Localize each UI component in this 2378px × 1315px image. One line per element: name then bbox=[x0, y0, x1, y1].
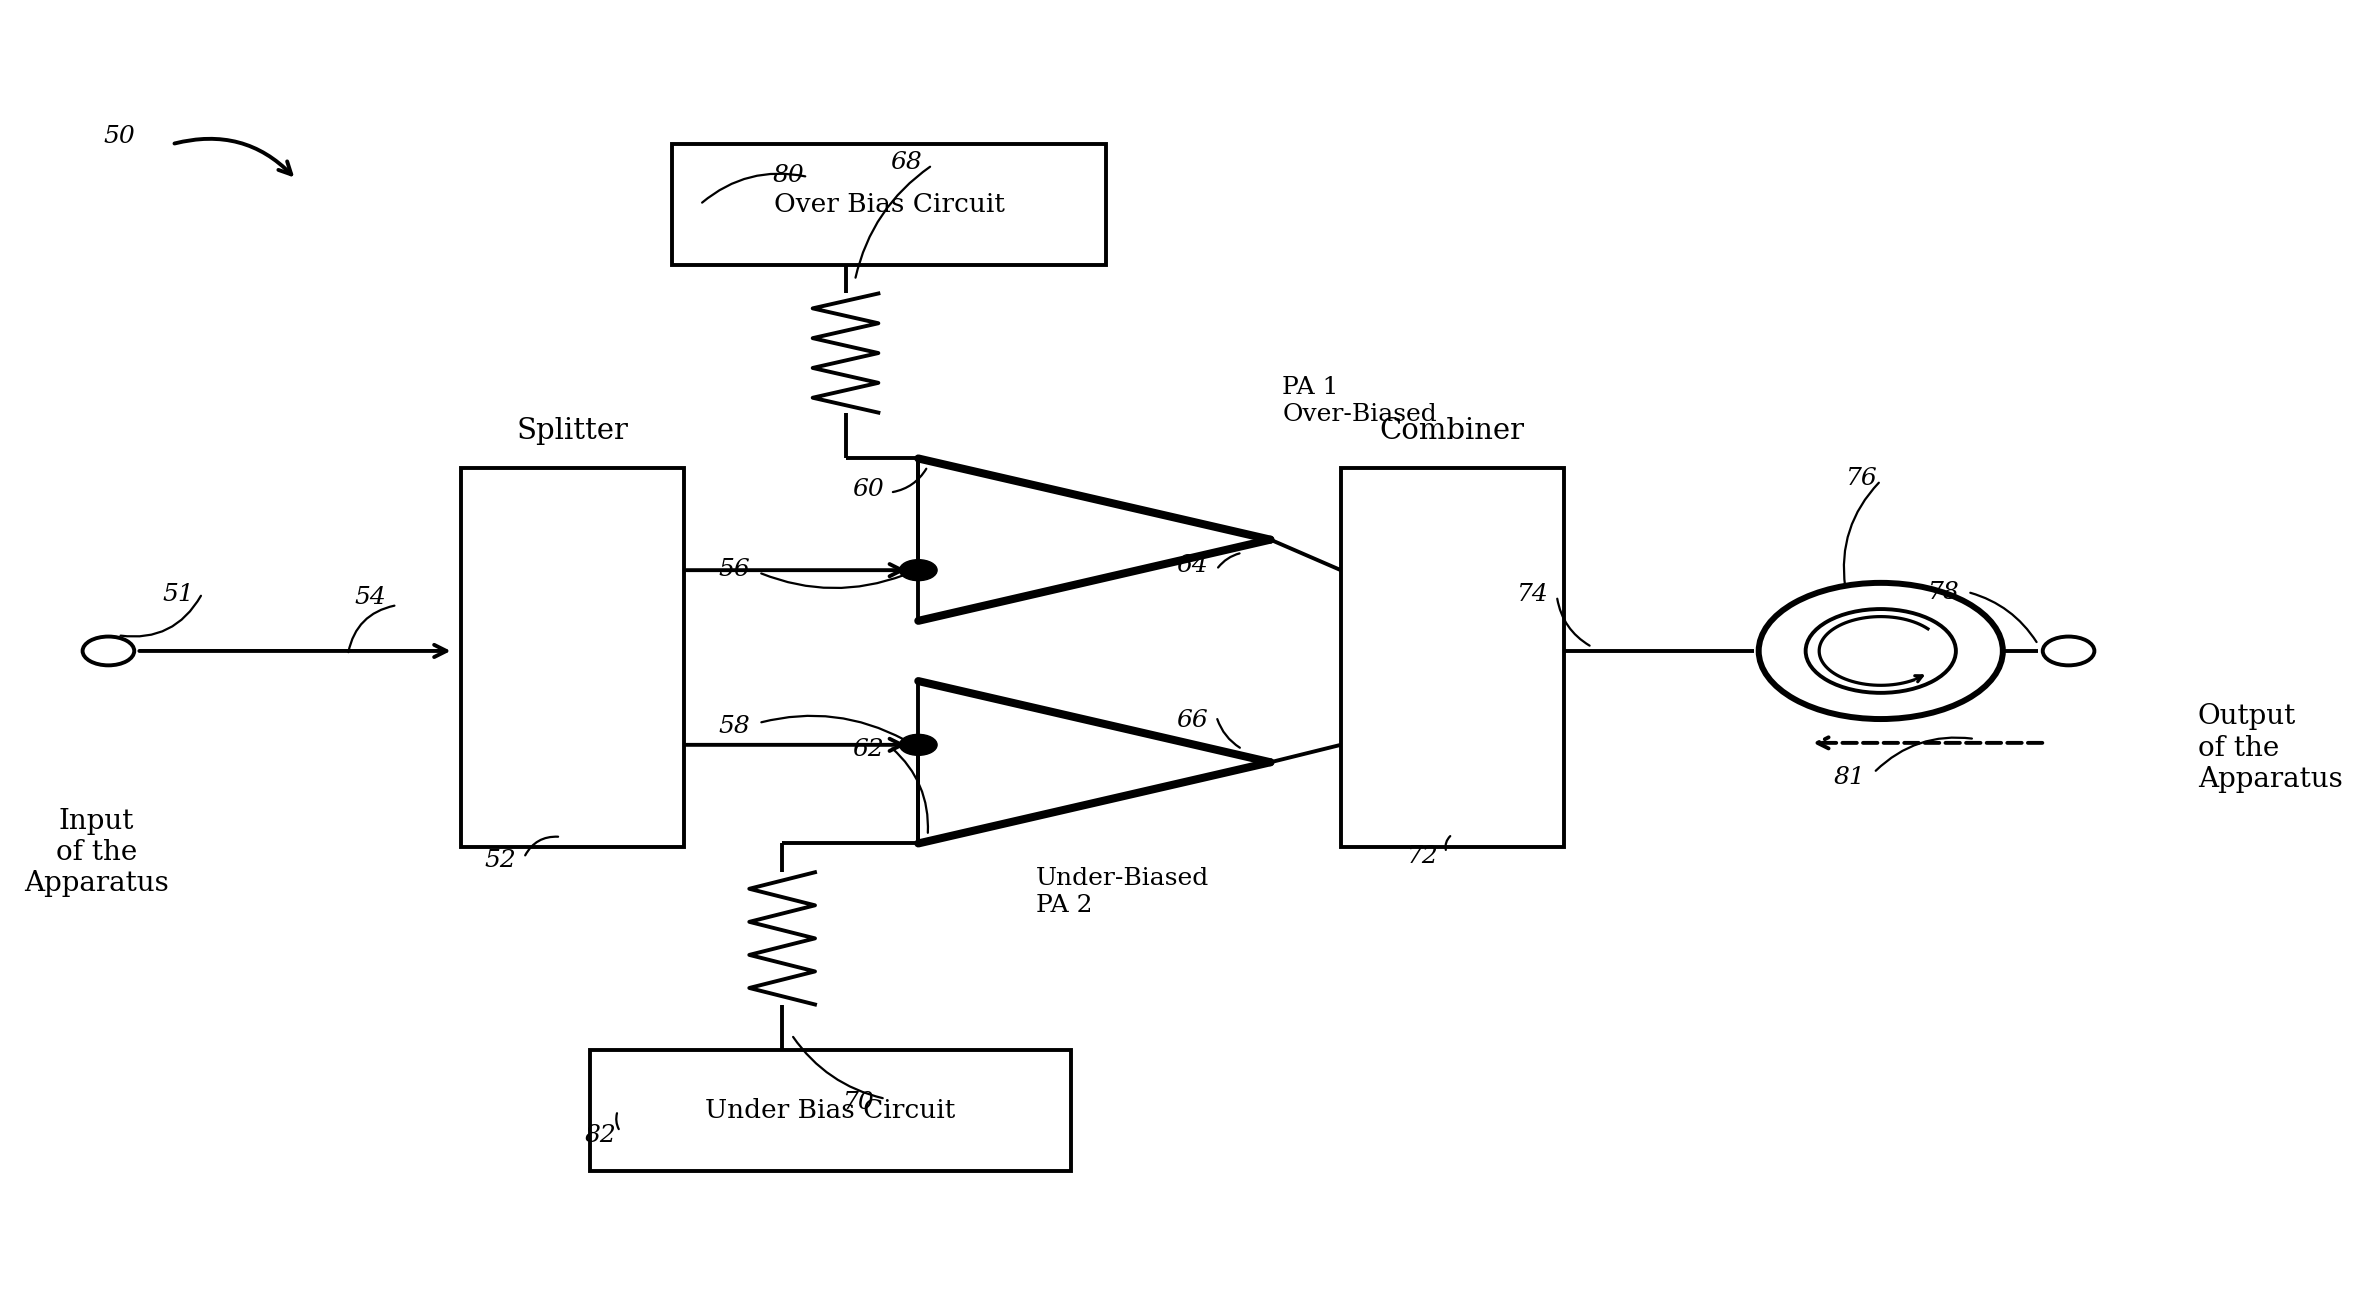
Text: 58: 58 bbox=[718, 715, 751, 739]
Text: 60: 60 bbox=[854, 479, 885, 501]
Text: Output
of the
Apparatus: Output of the Apparatus bbox=[2197, 704, 2342, 793]
Text: Under-Biased
PA 2: Under-Biased PA 2 bbox=[1037, 867, 1208, 917]
Text: 56: 56 bbox=[718, 559, 751, 581]
Bar bbox=[590, 1051, 1070, 1170]
Text: PA 1
Over-Biased: PA 1 Over-Biased bbox=[1282, 376, 1436, 426]
Bar bbox=[673, 145, 1106, 264]
Text: 72: 72 bbox=[1405, 846, 1439, 868]
Text: 66: 66 bbox=[1177, 709, 1208, 732]
Text: 80: 80 bbox=[773, 164, 804, 187]
Text: 68: 68 bbox=[889, 151, 923, 174]
Text: Input
of the
Apparatus: Input of the Apparatus bbox=[24, 809, 169, 897]
Text: 64: 64 bbox=[1177, 555, 1208, 577]
Text: 50: 50 bbox=[105, 125, 136, 147]
Text: Combiner: Combiner bbox=[1379, 417, 1524, 444]
Text: 51: 51 bbox=[162, 583, 195, 606]
Text: 62: 62 bbox=[854, 738, 885, 760]
Text: 52: 52 bbox=[485, 849, 516, 872]
Text: Splitter: Splitter bbox=[516, 417, 628, 444]
Circle shape bbox=[899, 560, 937, 581]
Text: 54: 54 bbox=[354, 585, 388, 609]
Text: Under Bias Circuit: Under Bias Circuit bbox=[706, 1098, 956, 1123]
Text: 81: 81 bbox=[1833, 767, 1867, 789]
Text: 82: 82 bbox=[585, 1124, 616, 1147]
Text: 74: 74 bbox=[1517, 583, 1548, 606]
Bar bbox=[461, 468, 682, 847]
Bar bbox=[1341, 468, 1565, 847]
Circle shape bbox=[899, 734, 937, 755]
Text: 76: 76 bbox=[1845, 467, 1876, 489]
Text: 70: 70 bbox=[844, 1091, 875, 1114]
Text: 78: 78 bbox=[1929, 580, 1959, 604]
Text: Over Bias Circuit: Over Bias Circuit bbox=[773, 192, 1004, 217]
